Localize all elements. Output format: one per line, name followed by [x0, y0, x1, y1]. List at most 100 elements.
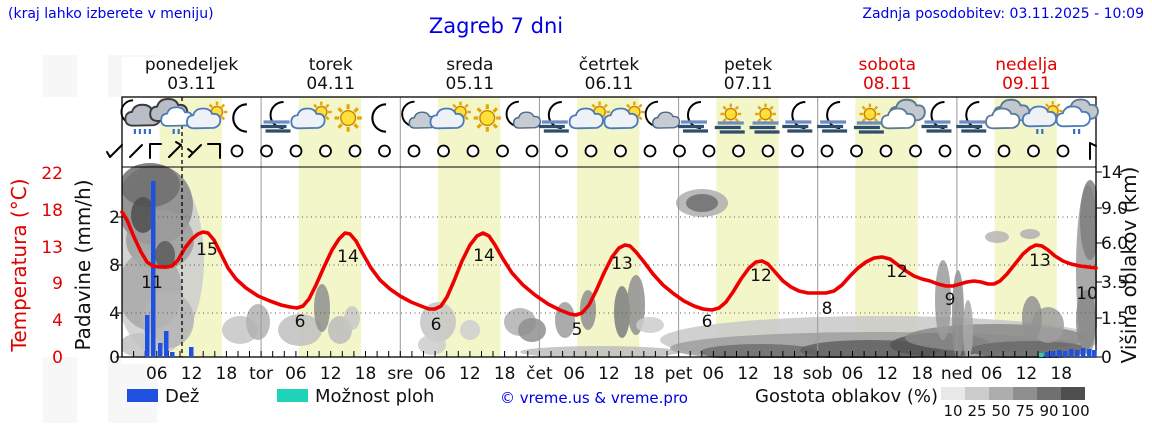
hour-label: 12	[320, 364, 342, 384]
weather-icon-sun-fog	[853, 103, 884, 134]
last-update-text: Zadnja posodobitev: 03.11.2025 - 10:09	[862, 6, 1144, 22]
hour-label: 06	[285, 364, 307, 384]
temperature-tick: 13	[41, 238, 63, 258]
cloud-height-tick: 14	[1101, 163, 1123, 183]
density-tick-label: 90	[1039, 402, 1059, 420]
sun-icon	[334, 104, 362, 132]
day-name: ponedeljek	[145, 55, 239, 75]
cloud-icon	[429, 107, 465, 130]
cloud-density-legend-label: Gostota oblakov (%)	[755, 386, 939, 407]
calm-wind-icon	[643, 144, 657, 158]
day-abbrev-label: tor	[249, 364, 273, 384]
hour-label: 06	[146, 364, 168, 384]
sun-icon	[473, 104, 501, 132]
weather-icon-cloud	[985, 98, 1031, 130]
temperature-label: 6	[295, 312, 306, 332]
hour-label: 06	[842, 364, 864, 384]
wind-barb-icon	[106, 144, 123, 158]
showers-legend-swatch	[277, 389, 308, 402]
weather-icon-cloud-rain	[1055, 98, 1099, 134]
cloud-height-tick: 0	[1101, 348, 1112, 368]
temperature-curve	[120, 210, 1098, 317]
calm-wind-icon	[909, 144, 922, 158]
temperature-label: 6	[431, 315, 442, 335]
calm-wind-icon	[289, 144, 303, 158]
calm-wind-icon	[584, 144, 598, 158]
wind-barb-icon	[129, 144, 143, 158]
rain-drops-icon	[133, 129, 151, 134]
weather-icon-sun-cloud	[186, 101, 228, 130]
weather-icon-sun-fog	[749, 103, 780, 134]
day-abbrev-label: pet	[665, 364, 693, 384]
precipitation-tick: 8	[109, 256, 120, 276]
hour-label: 06	[424, 364, 446, 384]
hour-label: 18	[633, 364, 655, 384]
day-date: 06.11	[585, 74, 634, 94]
calm-wind-icon	[879, 144, 893, 158]
rain-legend-label: Dež	[165, 386, 200, 407]
density-tick-label: 50	[991, 402, 1011, 420]
temperature-label: 13	[611, 254, 633, 274]
sun-icon	[859, 103, 881, 125]
moon-icon	[232, 103, 247, 133]
page-title: Zagreb 7 dni	[428, 14, 564, 38]
showers-legend-label: Možnost ploh	[315, 386, 435, 407]
calm-wind-icon	[791, 144, 804, 158]
fog-icon	[853, 121, 884, 134]
hour-label: 12	[598, 364, 620, 384]
fog-icon	[782, 120, 813, 133]
calm-wind-icon	[997, 144, 1011, 158]
daylight-band	[716, 97, 779, 357]
weather-icon-moon-fog	[538, 101, 569, 133]
fog-icon	[714, 121, 745, 134]
fog-icon	[677, 120, 708, 133]
rain-drops-icon	[1036, 129, 1044, 134]
density-swatch	[941, 387, 965, 400]
weather-icon-moon-fog	[677, 101, 708, 133]
temperature-label: 11	[141, 273, 163, 293]
hour-label: 18	[355, 364, 377, 384]
day-abbrev-label: sob	[803, 364, 833, 384]
temperature-label: 14	[337, 247, 359, 267]
daylight-band	[855, 97, 918, 357]
cloud-height-tick: 9.0	[1101, 199, 1128, 219]
day-date: 05.11	[446, 74, 495, 94]
precipitation-tick: 2	[109, 208, 120, 228]
temperature-tick: 9	[52, 274, 63, 294]
calm-wind-icon	[968, 144, 981, 158]
hour-label: 18	[911, 364, 933, 384]
calm-wind-icon	[761, 144, 775, 158]
wind-barb-icon	[149, 143, 162, 159]
day-abbrev-label: ned	[941, 364, 973, 384]
weather-icon-sun	[473, 104, 501, 132]
precipitation-axis-title: Padavine (mm/h)	[71, 179, 95, 350]
weather-icon-cloud	[880, 98, 926, 130]
calm-wind-icon	[732, 144, 745, 158]
density-tick-label: 25	[967, 402, 987, 420]
rain-drops-icon	[172, 129, 180, 134]
density-swatch	[1061, 387, 1085, 400]
cloud-icon	[568, 107, 604, 130]
calm-wind-icon	[496, 144, 509, 158]
fog-icon	[749, 121, 780, 134]
temperature-label: 9	[945, 290, 956, 310]
day-name: nedelja	[995, 55, 1057, 75]
weather-icon-sun-shower	[1021, 101, 1063, 134]
wind-barb-icon	[207, 143, 221, 159]
wind-barb-icon	[168, 141, 182, 158]
hour-label: 18	[216, 364, 238, 384]
day-name: sobota	[859, 55, 917, 75]
day-abbrev-label: sre	[387, 364, 413, 384]
temperature-label: 12	[886, 262, 908, 282]
temperature-tick: 0	[52, 348, 63, 368]
weather-icon-sun-cloud	[429, 101, 471, 130]
temperature-tick: 18	[41, 201, 63, 221]
calm-wind-icon	[702, 144, 716, 158]
calm-wind-icon	[319, 144, 332, 158]
density-tick-label: 100	[1061, 402, 1090, 420]
day-name: četrtek	[579, 55, 640, 75]
temperature-tick: 4	[52, 311, 63, 331]
weather-icon-moon-fog	[782, 101, 813, 133]
